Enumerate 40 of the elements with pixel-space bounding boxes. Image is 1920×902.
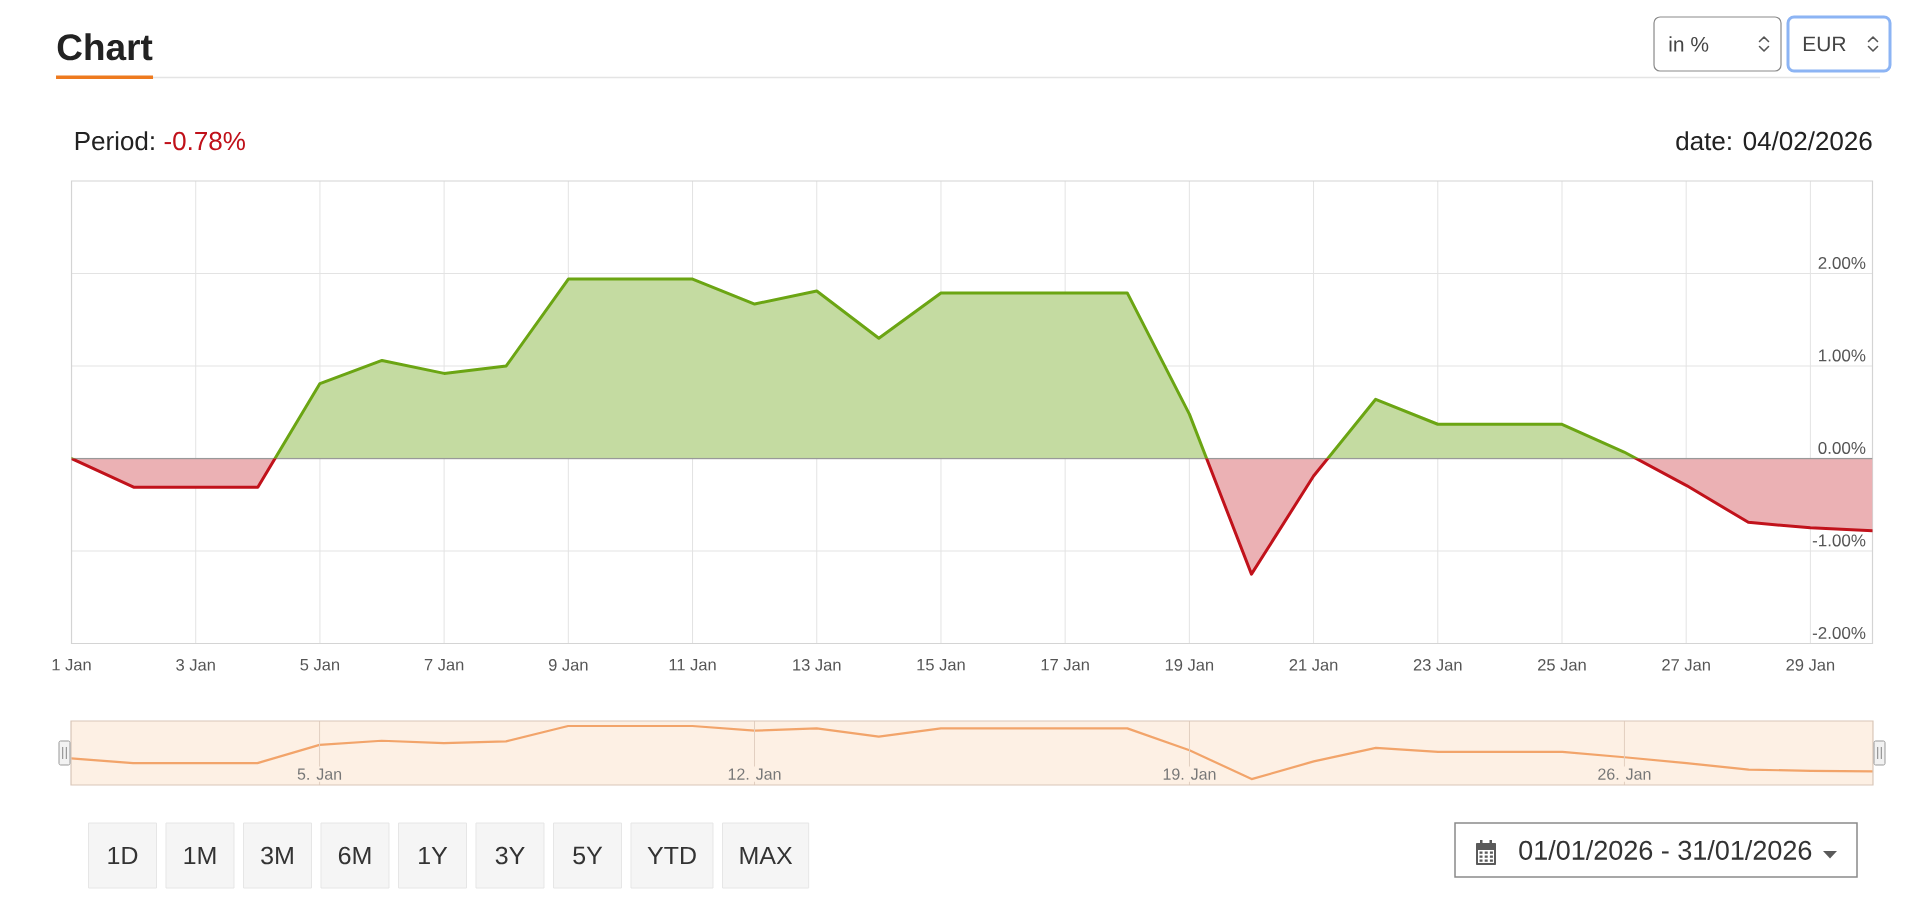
y-tick-label: 2.00% xyxy=(1818,256,1866,269)
text: YTD xyxy=(647,846,696,865)
x-tick-label: 13 Jan xyxy=(793,659,841,671)
x-tick-label: 19. Jan xyxy=(1163,768,1216,780)
y-tick-label: 1.00% xyxy=(1819,349,1866,362)
text: 1M xyxy=(184,846,216,865)
text: -0.78% xyxy=(164,131,245,151)
x-tick-label: 15 Jan xyxy=(917,659,965,671)
x-tick-label: 11 Jan xyxy=(669,659,716,671)
text: date: 04/02/2026 xyxy=(1676,131,1872,151)
x-tick-label: 23 Jan xyxy=(1413,659,1462,671)
text: Period: xyxy=(75,131,154,151)
y-tick-label: -1.00% xyxy=(1812,534,1866,547)
y-tick-label: 0.00% xyxy=(1818,441,1866,454)
x-tick-label: 17 Jan xyxy=(1041,659,1089,671)
y-tick-label: -2.00% xyxy=(1812,626,1866,639)
x-tick-label: 5. Jan xyxy=(297,768,342,780)
text: 6M xyxy=(338,846,371,865)
x-tick-label: 29 Jan xyxy=(1786,659,1835,671)
text: 1Y xyxy=(419,846,448,865)
x-tick-label: 1 Jan xyxy=(52,659,91,671)
text: 3Y xyxy=(495,846,525,865)
text: EUR xyxy=(1803,36,1846,52)
text: MAX xyxy=(740,846,793,865)
x-tick-label: 21 Jan xyxy=(1289,659,1338,671)
x-tick-label: 7 Jan xyxy=(424,659,464,671)
x-tick-label: 26. Jan xyxy=(1598,768,1651,780)
text: 1D xyxy=(108,846,138,865)
x-tick-label: 25 Jan xyxy=(1538,659,1586,671)
x-tick-label: 27 Jan xyxy=(1662,659,1710,671)
text: in % xyxy=(1669,36,1709,52)
chart-title: Chart xyxy=(57,33,153,61)
text: 5Y xyxy=(573,846,603,865)
x-tick-label: 12. Jan xyxy=(728,768,781,780)
x-tick-label: 5 Jan xyxy=(300,659,340,671)
text: 01/01/2026 - 31/01/2026 xyxy=(1519,840,1812,860)
x-tick-label: 19 Jan xyxy=(1165,659,1214,671)
x-tick-label: 3 Jan xyxy=(176,659,215,671)
text: 3M xyxy=(261,846,293,865)
x-tick-label: 9 Jan xyxy=(548,659,588,671)
